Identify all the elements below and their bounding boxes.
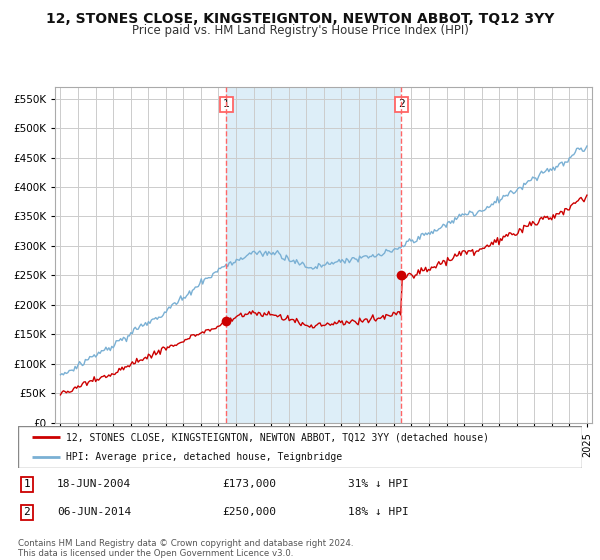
Text: 18-JUN-2004: 18-JUN-2004 [57, 479, 131, 489]
Text: 12, STONES CLOSE, KINGSTEIGNTON, NEWTON ABBOT, TQ12 3YY (detached house): 12, STONES CLOSE, KINGSTEIGNTON, NEWTON … [66, 432, 489, 442]
Bar [226, 87, 401, 423]
Text: 2: 2 [23, 507, 31, 517]
Text: 31% ↓ HPI: 31% ↓ HPI [348, 479, 409, 489]
Text: HPI: Average price, detached house, Teignbridge: HPI: Average price, detached house, Teig… [66, 452, 342, 462]
Text: 18% ↓ HPI: 18% ↓ HPI [348, 507, 409, 517]
Text: 12, STONES CLOSE, KINGSTEIGNTON, NEWTON ABBOT, TQ12 3YY: 12, STONES CLOSE, KINGSTEIGNTON, NEWTON … [46, 12, 554, 26]
Text: £173,000: £173,000 [222, 479, 276, 489]
Text: 1: 1 [223, 100, 230, 110]
Text: This data is licensed under the Open Government Licence v3.0.: This data is licensed under the Open Gov… [18, 549, 293, 558]
Text: 2: 2 [398, 100, 405, 110]
Text: £250,000: £250,000 [222, 507, 276, 517]
Text: 1: 1 [23, 479, 31, 489]
Text: 06-JUN-2014: 06-JUN-2014 [57, 507, 131, 517]
Text: Price paid vs. HM Land Registry's House Price Index (HPI): Price paid vs. HM Land Registry's House … [131, 24, 469, 36]
Text: Contains HM Land Registry data © Crown copyright and database right 2024.: Contains HM Land Registry data © Crown c… [18, 539, 353, 548]
